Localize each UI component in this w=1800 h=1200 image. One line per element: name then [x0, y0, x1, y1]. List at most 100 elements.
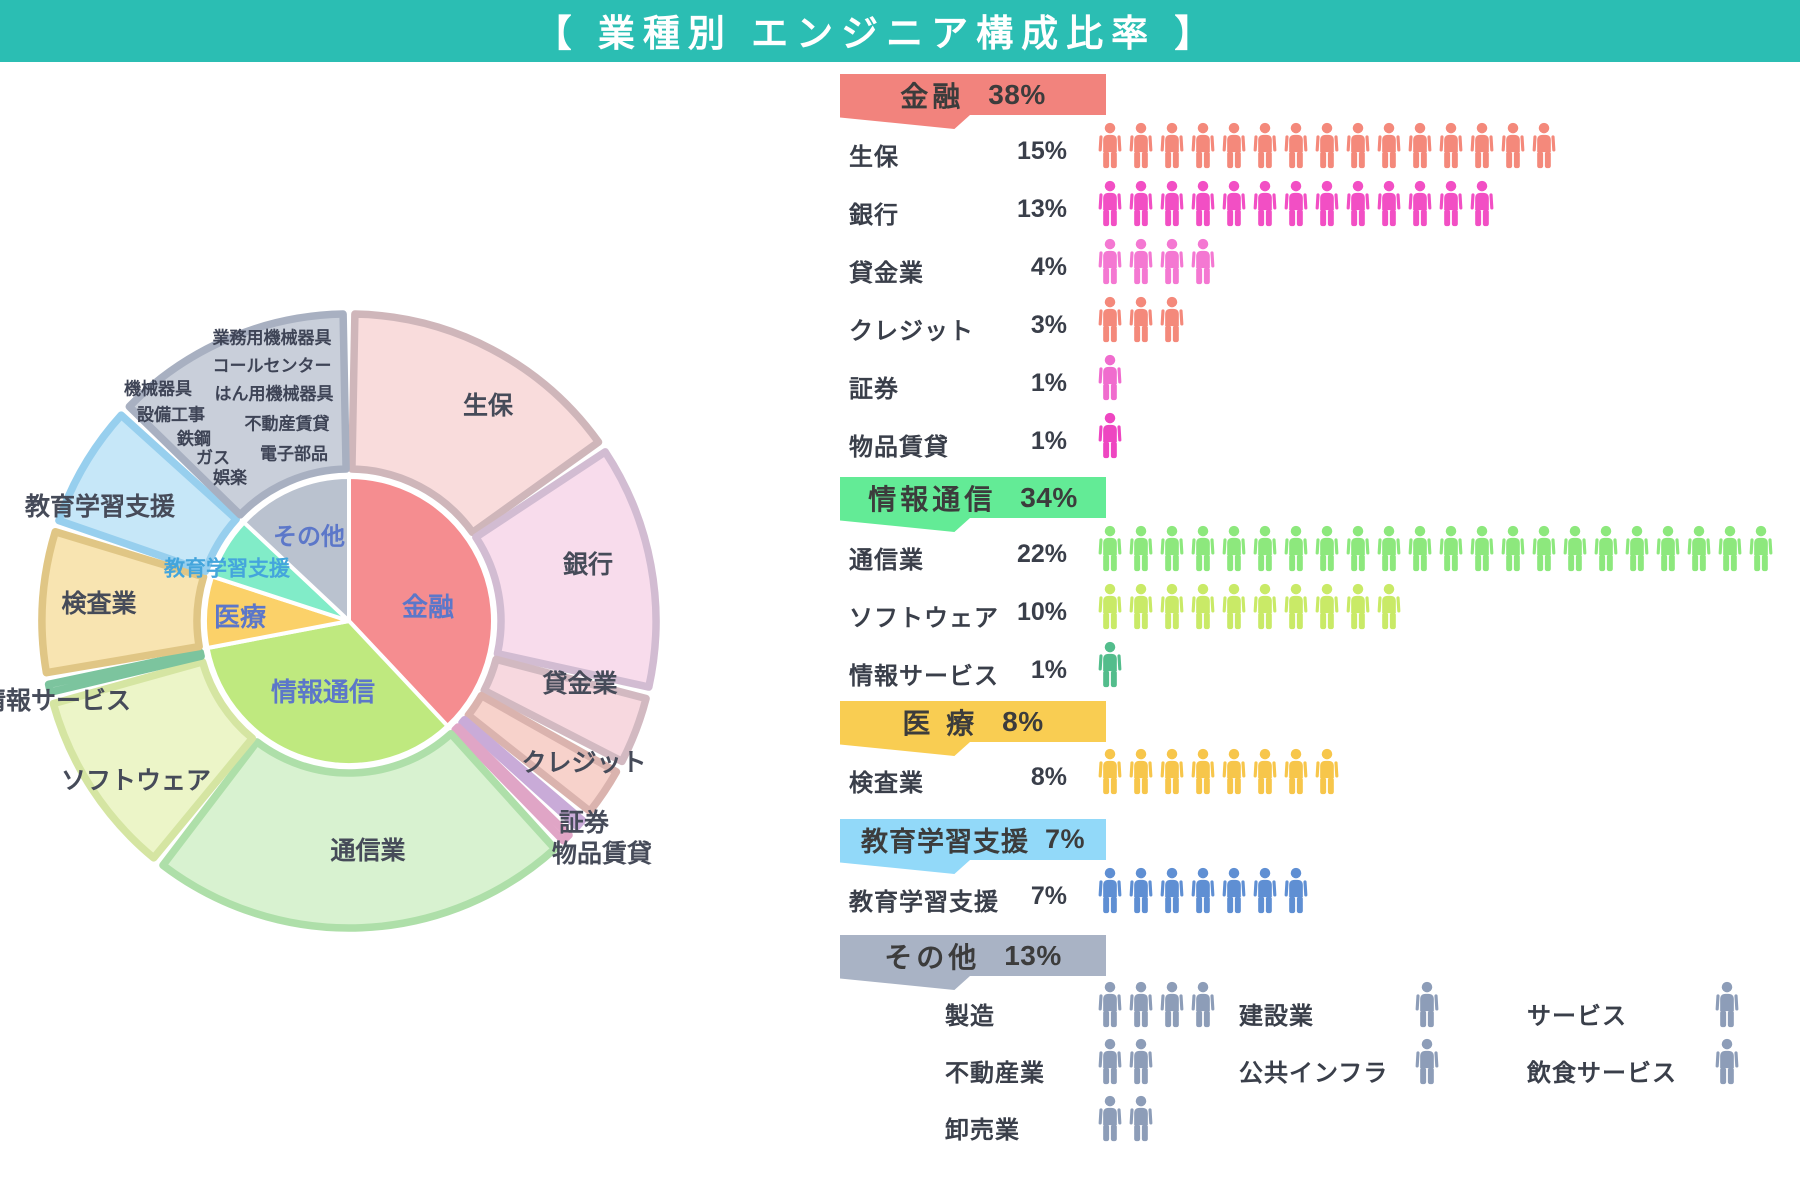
row-icons-money-lending	[1096, 238, 1217, 285]
row-percent-goods-leasing: 1%	[1030, 427, 1067, 455]
pie-inner-label-ict: 情報通信	[271, 677, 375, 707]
pie-tiny-label-6: 鉄鋼	[176, 429, 211, 449]
row-icons-bank	[1096, 180, 1496, 227]
section-header-ict: 情報通信 34%	[840, 477, 1106, 518]
pie-subwedge-inspection	[38, 528, 208, 677]
pie-outer-label-credit: クレジット	[521, 749, 646, 777]
row-percent-education-support: 7%	[1030, 882, 1067, 910]
person-icon	[1470, 525, 1494, 572]
pie-tiny-label-4: 設備工事	[137, 405, 205, 425]
row-label-other-1-1: 公共インフラ	[1239, 1060, 1389, 1087]
person-icon	[1253, 867, 1277, 914]
person-icon	[1315, 748, 1339, 795]
person-icon	[1160, 867, 1184, 914]
row-icons-other-0-2	[1096, 1095, 1155, 1142]
pie-wedge-finance	[347, 475, 495, 728]
person-icon	[1749, 525, 1773, 572]
pie-outer-label-goods-leasing: 物品賃貸	[552, 839, 652, 868]
pie-subwedge-life-insurance	[348, 310, 603, 537]
person-icon	[1346, 180, 1370, 227]
person-icon	[1160, 122, 1184, 169]
person-icon	[1222, 180, 1246, 227]
person-icon	[1098, 122, 1122, 169]
pie-inner-label-finance: 金融	[402, 592, 454, 622]
pie-tiny-label-1: コールセンター	[213, 357, 332, 376]
row-icons-education-support	[1096, 867, 1310, 914]
person-icon	[1160, 583, 1184, 630]
row-percent-inspection: 8%	[1030, 763, 1067, 791]
person-icon	[1222, 525, 1246, 572]
person-icon	[1222, 122, 1246, 169]
pie-tiny-label-7: ガス	[196, 449, 230, 468]
person-icon	[1191, 238, 1215, 285]
person-icon	[1129, 1095, 1153, 1142]
row-label-bank: 銀行	[849, 202, 899, 229]
person-icon	[1408, 122, 1432, 169]
person-icon	[1377, 180, 1401, 227]
person-icon	[1129, 238, 1153, 285]
pie-wedge-other	[242, 475, 351, 623]
section-header-tail-ict	[840, 518, 970, 532]
pie-subwedge-credit	[464, 691, 621, 816]
row-label-credit: クレジット	[849, 318, 974, 345]
person-icon	[1253, 180, 1277, 227]
person-icon	[1315, 180, 1339, 227]
row-percent-bank: 13%	[1016, 195, 1067, 223]
pie-outer-label-software: ソフトウェア	[61, 767, 211, 795]
person-icon	[1098, 238, 1122, 285]
person-icon	[1470, 180, 1494, 227]
person-icon	[1098, 180, 1122, 227]
person-icon	[1191, 180, 1215, 227]
pie-subwedge-bank	[472, 448, 660, 691]
person-icon	[1439, 180, 1463, 227]
section-percent: 34%	[1020, 481, 1078, 513]
pie-subwedge-other	[125, 310, 350, 519]
person-icon	[1191, 748, 1215, 795]
person-icon	[1129, 180, 1153, 227]
person-icon	[1129, 296, 1153, 343]
section-label: 金融	[900, 80, 965, 112]
pie-tiny-label-8: 電子部品	[260, 444, 328, 464]
pie-inner-label-medical: 医療	[214, 602, 267, 632]
person-icon	[1129, 525, 1153, 572]
title-bar: 【 業種別 エンジニア構成比率 】	[0, 0, 1800, 62]
person-icon	[1563, 525, 1587, 572]
person-icon	[1098, 354, 1122, 401]
person-icon	[1715, 981, 1739, 1028]
sunburst-chart: 金融 情報通信 医療 教育学習支援 その他 生保 銀行 貸金業 クレジット 証券 物品賃貸 通信業 ソフ…	[0, 0, 760, 1200]
section-header-tail-finance	[840, 115, 970, 129]
person-icon	[1284, 180, 1308, 227]
person-icon	[1098, 641, 1122, 688]
person-icon	[1718, 525, 1742, 572]
row-icons-securities	[1096, 354, 1124, 401]
row-icons-other-0-1	[1096, 1038, 1155, 1085]
row-label-money-lending: 貸金業	[849, 260, 924, 287]
pie-wedge-ict	[205, 619, 450, 767]
pie-inner-label-other: その他	[273, 524, 345, 551]
person-icon	[1129, 122, 1153, 169]
person-icon	[1377, 122, 1401, 169]
row-label-goods-leasing: 物品賃貸	[849, 434, 949, 461]
pie-outer-label-bank: 銀行	[562, 551, 613, 579]
person-icon	[1098, 412, 1122, 459]
person-icon	[1470, 122, 1494, 169]
person-icon	[1253, 122, 1277, 169]
person-icon	[1532, 525, 1556, 572]
row-label-other-0-0: 製造	[945, 1003, 995, 1030]
person-icon	[1098, 583, 1122, 630]
person-icon	[1532, 122, 1556, 169]
row-label-education-support: 教育学習支援	[849, 889, 999, 916]
row-icons-other-0-0	[1096, 981, 1217, 1028]
person-icon	[1377, 583, 1401, 630]
row-label-other-1-0: 建設業	[1239, 1003, 1314, 1030]
row-label-life-insurance: 生保	[849, 144, 899, 171]
person-icon	[1315, 525, 1339, 572]
pie-inner-label-education: 教育学習支援	[163, 557, 291, 581]
row-percent-money-lending: 4%	[1030, 253, 1067, 281]
person-icon	[1284, 525, 1308, 572]
person-icon	[1415, 981, 1439, 1028]
person-icon	[1191, 583, 1215, 630]
section-header-finance: 金融 38%	[840, 74, 1106, 115]
person-icon	[1377, 525, 1401, 572]
